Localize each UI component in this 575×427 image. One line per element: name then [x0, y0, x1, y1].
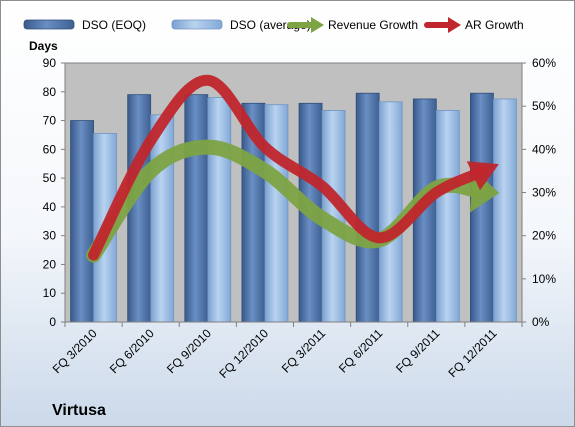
legend-item-revenue-growth: Revenue Growth	[287, 17, 418, 33]
y-tick-label-right: 50%	[532, 99, 556, 113]
x-tick-label: FQ 12/2010	[216, 326, 271, 381]
legend-swatch-dso-average	[171, 19, 223, 30]
legend-label-dso-average: DSO (average)	[230, 18, 311, 32]
y-tick-label-right: 0%	[532, 315, 550, 329]
y-tick-label-left: 80	[43, 85, 57, 99]
legend-item-ar-growth: AR Growth	[424, 17, 524, 33]
arrowhead-ar-growth	[466, 161, 499, 191]
bar-dso-average	[493, 98, 517, 323]
y-tick-label-left: 0	[49, 315, 56, 329]
y-tick-label-left: 90	[43, 56, 57, 70]
y-tick-label-left: 50	[43, 171, 57, 185]
legend-label-revenue-growth: Revenue Growth	[328, 18, 418, 32]
legend-label-dso-eoq: DSO (EOQ)	[82, 18, 146, 32]
y-tick-label-right: 10%	[532, 272, 556, 286]
plot-area	[64, 62, 523, 323]
legend-arrowhead-revenue-growth	[311, 17, 324, 33]
x-tick-label: FQ 12/2011	[445, 326, 499, 380]
bar-dso-average	[435, 110, 460, 323]
x-tick-label: FQ 9/2010	[164, 326, 214, 376]
y-tick-label-right: 20%	[532, 229, 556, 243]
company-name: Virtusa	[52, 402, 106, 419]
bar-dso-eoq	[184, 94, 209, 323]
line-ar-growth	[88, 74, 487, 261]
legend-item-dso-average: DSO (average)	[171, 18, 311, 32]
x-tick-label: FQ 6/2010	[107, 326, 157, 376]
y-tick-label-left: 30	[43, 229, 57, 243]
x-axis: FQ 3/2010 FQ 6/2010 FQ 9/2010 FQ 12/2010 FQ …	[50, 322, 523, 381]
legend: DSO (EOQ) DSO (average) Revenue Growth A…	[23, 17, 524, 33]
y-tick-label-right: 60%	[532, 56, 556, 70]
y-tick-label-left: 40	[43, 200, 57, 214]
x-tick-label: FQ 6/2011	[336, 326, 386, 376]
y-axis-right: 0% 10% 20% 30% 40% 50% 60%	[522, 56, 556, 329]
y-axis-left: 0 10 20 30 40 50 60 70 80 90	[43, 56, 65, 329]
y-tick-label-left: 70	[43, 114, 57, 128]
bar-dso-average	[150, 114, 175, 323]
legend-label-ar-growth: AR Growth	[465, 18, 524, 32]
x-tick-label: FQ 3/2011	[279, 326, 329, 376]
y-tick-label-right: 40%	[532, 142, 556, 156]
y-tick-label-left: 60	[43, 142, 57, 156]
legend-swatch-dso-eoq	[23, 19, 75, 30]
bar-dso-average	[378, 101, 403, 323]
x-tick-label: FQ 9/2011	[393, 326, 443, 376]
legend-item-dso-eoq: DSO (EOQ)	[23, 18, 146, 32]
bar-dso-eoq	[355, 92, 380, 323]
y-tick-label-right: 30%	[532, 186, 556, 200]
y-axis-title: Days	[29, 39, 58, 53]
bar-dso-eoq	[70, 120, 94, 323]
bar-dso-average	[264, 104, 289, 323]
bar-dso-average	[207, 97, 232, 323]
legend-arrowhead-ar-growth	[448, 17, 461, 33]
x-tick-label: FQ 3/2010	[50, 326, 100, 376]
y-tick-label-left: 10	[43, 286, 57, 300]
y-tick-label-left: 20	[43, 257, 57, 271]
